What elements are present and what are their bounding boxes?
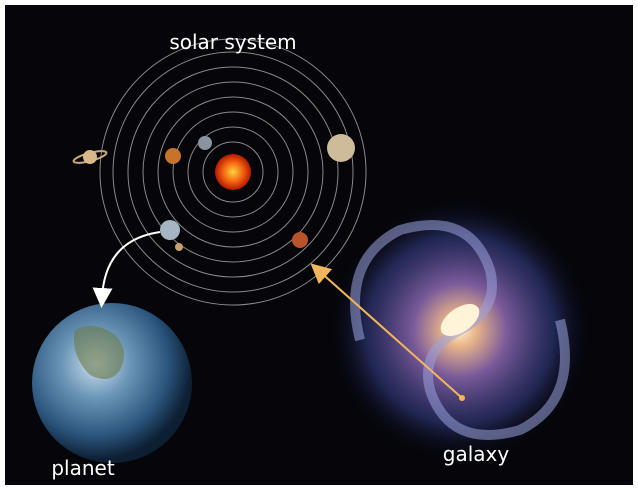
label: galaxy [443, 442, 510, 466]
saturn [72, 150, 108, 164]
galaxy-image [325, 195, 595, 465]
planet-icon [165, 148, 181, 164]
planet-icon [198, 136, 212, 150]
sun [215, 154, 251, 190]
arrow-to-solar-system [310, 263, 463, 399]
label: planet [51, 456, 114, 480]
planet-icon [292, 232, 308, 248]
planet-icon [160, 220, 180, 240]
orbits [99, 38, 367, 306]
label: solar system [169, 30, 296, 54]
arrow-to-planet [92, 231, 161, 308]
planet-icon [327, 134, 355, 162]
continent [74, 326, 124, 379]
moon-icon [175, 243, 183, 251]
sun-location [459, 395, 465, 401]
earth [32, 303, 192, 463]
